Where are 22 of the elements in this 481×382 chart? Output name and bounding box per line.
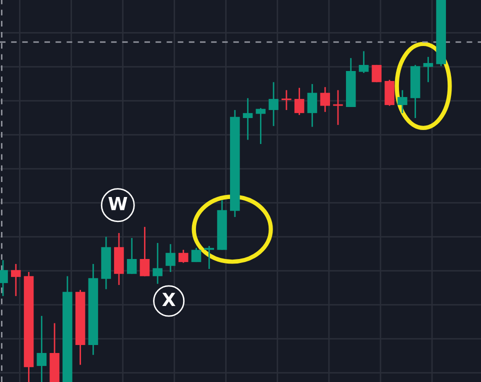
candlestick: [333, 89, 343, 126]
candlestick: [126, 237, 137, 275]
candlestick: [398, 89, 408, 114]
annotation: W: [108, 196, 128, 210]
candlestick: [191, 247, 202, 263]
candlestick: [204, 245, 214, 270]
candlestick: [294, 87, 304, 116]
candlestick: [166, 243, 176, 273]
candlestick: [140, 226, 150, 277]
candlestick: [358, 50, 369, 74]
annotation: X: [162, 292, 176, 306]
candlestick: [178, 249, 188, 264]
candlestick: [256, 107, 266, 145]
candlestick: [320, 86, 330, 113]
candlestick: [10, 263, 21, 297]
candlestick: [307, 83, 318, 128]
candlestick: [282, 89, 292, 111]
candlestick: [242, 97, 253, 141]
candlestick: [36, 315, 47, 382]
candlestick: [268, 81, 278, 127]
candlestick: [423, 56, 434, 83]
candlestick: [152, 242, 163, 285]
